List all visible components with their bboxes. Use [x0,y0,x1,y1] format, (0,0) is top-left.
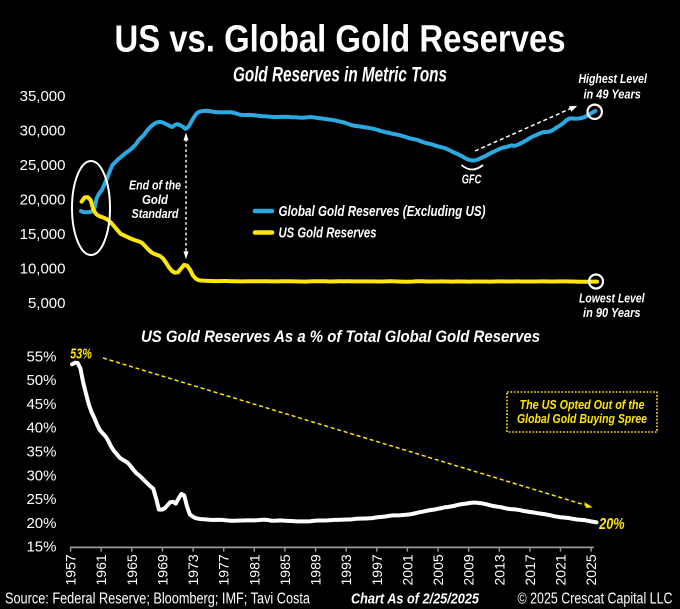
svg-text:1985: 1985 [277,554,293,585]
svg-text:in 90 Years: in 90 Years [583,305,641,320]
svg-text:1989: 1989 [308,554,324,585]
svg-text:2001: 2001 [399,554,415,585]
svg-text:1973: 1973 [185,554,201,585]
svg-text:35,000: 35,000 [20,88,66,105]
svg-text:2009: 2009 [461,554,477,585]
svg-text:Gold: Gold [142,193,168,207]
svg-text:End of the: End of the [129,179,181,193]
svg-text:5,000: 5,000 [28,295,66,312]
svg-text:Global Gold Buying Spree: Global Gold Buying Spree [517,412,647,426]
svg-text:Global Gold Reserves (Excludin: Global Gold Reserves (Excluding US) [279,204,486,220]
svg-text:15,000: 15,000 [20,226,66,243]
svg-text:GFC: GFC [462,172,482,187]
svg-text:53%: 53% [70,347,92,363]
svg-text:Highest Level: Highest Level [578,71,647,86]
svg-text:US Gold Reserves: US Gold Reserves [279,225,377,241]
svg-text:10,000: 10,000 [20,261,66,278]
svg-text:US Gold Reserves As a % of Tot: US Gold Reserves As a % of Total Global … [141,328,540,346]
svg-text:in 49 Years: in 49 Years [583,86,641,101]
svg-text:Standard: Standard [132,207,179,221]
svg-text:40%: 40% [26,420,56,437]
svg-text:1981: 1981 [246,554,262,585]
svg-text:Source: Federal Reserve; Bloom: Source: Federal Reserve; Bloomberg; IMF;… [5,591,310,608]
svg-text:2025: 2025 [583,554,599,585]
svg-text:20%: 20% [598,516,624,533]
svg-text:1957: 1957 [63,554,79,585]
svg-text:1997: 1997 [369,554,385,585]
svg-text:25,000: 25,000 [20,157,66,174]
svg-text:Lowest Level: Lowest Level [579,291,645,306]
svg-text:The US Opted Out of the: The US Opted Out of the [520,398,645,412]
svg-text:1965: 1965 [124,554,140,585]
svg-text:2005: 2005 [430,554,446,585]
svg-text:25%: 25% [26,491,56,508]
svg-text:1977: 1977 [216,554,232,585]
svg-text:© 2025 Crescat Capital LLC: © 2025 Crescat Capital LLC [518,591,673,608]
svg-text:45%: 45% [26,396,56,413]
svg-text:2017: 2017 [522,554,538,585]
svg-text:1969: 1969 [155,554,171,585]
svg-text:35%: 35% [26,444,56,461]
svg-text:15%: 15% [26,539,56,556]
svg-text:2021: 2021 [553,554,569,585]
svg-text:1961: 1961 [93,554,109,585]
svg-text:20%: 20% [26,515,56,532]
svg-text:Gold Reserves in Metric Tons: Gold Reserves in Metric Tons [233,64,447,87]
svg-text:55%: 55% [26,348,56,365]
svg-text:US vs. Global Gold Reserves: US vs. Global Gold Reserves [115,19,566,61]
svg-text:1993: 1993 [338,554,354,585]
svg-text:30,000: 30,000 [20,123,66,140]
svg-text:20,000: 20,000 [20,192,66,209]
svg-text:50%: 50% [26,372,56,389]
svg-text:2013: 2013 [491,554,507,585]
svg-text:30%: 30% [26,467,56,484]
svg-text:Chart As of 2/25/2025: Chart As of 2/25/2025 [351,591,480,608]
